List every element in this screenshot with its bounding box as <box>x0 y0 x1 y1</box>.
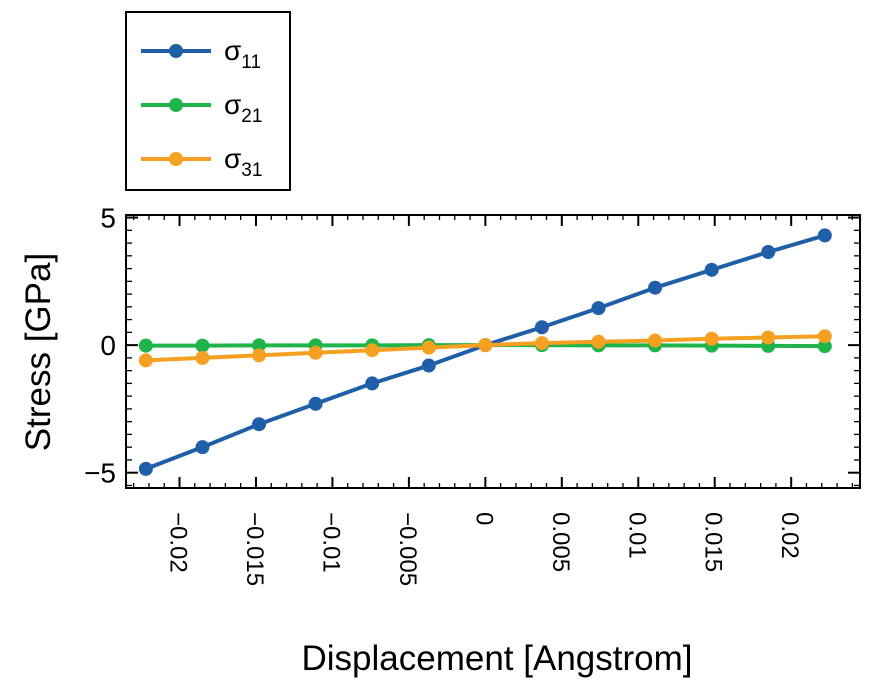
x-tick-label: −0.005 <box>394 512 421 586</box>
data-point <box>138 461 153 476</box>
data-point <box>817 329 832 344</box>
data-point <box>761 244 776 259</box>
plot-frame <box>125 214 861 489</box>
data-point <box>817 339 832 354</box>
data-point <box>308 345 323 360</box>
data-point <box>704 262 719 277</box>
legend-label: σ31 <box>224 143 262 181</box>
legend-swatch-marker <box>169 44 183 58</box>
x-tick-label: −0.015 <box>241 512 268 586</box>
x-tick-label: 0.01 <box>623 512 650 559</box>
data-point <box>648 280 663 295</box>
data-point <box>195 440 210 455</box>
series-2 <box>138 329 832 368</box>
y-tick-label: 0 <box>100 330 116 361</box>
data-point <box>421 340 436 355</box>
x-tick-label: 0.005 <box>547 512 574 572</box>
series-group <box>138 228 832 476</box>
x-tick-label: 0 <box>470 512 497 525</box>
data-point <box>365 376 380 391</box>
data-point <box>478 338 493 353</box>
data-point <box>648 333 663 348</box>
data-point <box>195 338 210 353</box>
x-axis-label: Displacement [Angstrom] <box>302 639 693 678</box>
data-point <box>534 320 549 335</box>
series-line <box>145 233 826 471</box>
y-tick-label: −5 <box>84 458 116 489</box>
legend-entry-0: σ11 <box>141 35 261 73</box>
data-point <box>817 228 832 243</box>
legend-entry-2: σ31 <box>141 143 262 181</box>
x-tick-label: −0.02 <box>165 512 192 573</box>
data-point <box>365 343 380 358</box>
data-point <box>138 338 153 353</box>
data-point <box>195 350 210 365</box>
data-point <box>252 417 267 432</box>
x-tick-label: 0.015 <box>700 512 727 572</box>
tick-marks <box>126 215 860 488</box>
data-point <box>421 358 436 373</box>
data-point <box>252 338 267 353</box>
legend-frame <box>125 11 291 191</box>
legend-label: σ21 <box>224 89 262 127</box>
data-point <box>534 336 549 351</box>
x-tick-label: −0.01 <box>317 512 344 573</box>
data-point <box>704 331 719 346</box>
data-point <box>308 396 323 411</box>
tick-labels: −0.02 −0.015 −0.01 −0.005 0 0.005 0.01 0.015 0.0… <box>84 203 803 587</box>
series-0 <box>138 228 832 476</box>
y-axis-label: Stress [GPa] <box>19 253 58 451</box>
data-point <box>591 334 606 349</box>
x-tick-label: 0.02 <box>776 512 803 559</box>
data-point <box>138 353 153 368</box>
legend-label: σ11 <box>224 35 261 73</box>
legend-swatch-marker <box>169 152 183 166</box>
legend-swatch-marker <box>169 98 183 112</box>
data-point <box>591 301 606 316</box>
legend-entry-1: σ21 <box>141 89 262 127</box>
legend: σ11 σ21 σ31 <box>125 11 291 191</box>
data-point <box>252 348 267 363</box>
data-point <box>761 330 776 345</box>
y-tick-label: 5 <box>100 203 116 234</box>
